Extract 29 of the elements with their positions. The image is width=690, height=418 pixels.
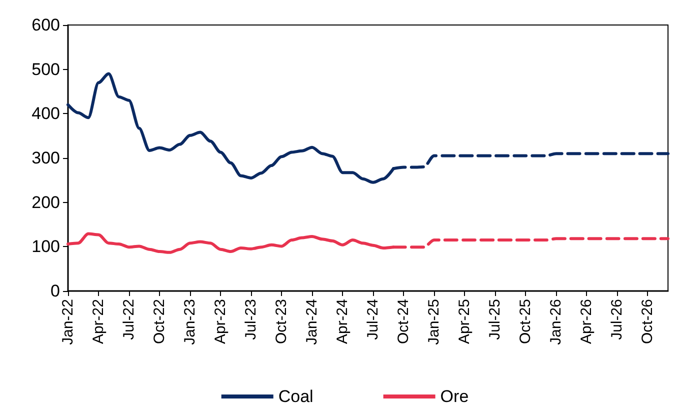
x-tick-label: Jan-22 [60,299,76,345]
x-tick-label: Apr-22 [90,299,108,344]
x-tick-label: Jan-24 [304,299,321,345]
legend-label: Ore [440,387,469,406]
x-tick-label: Oct-23 [273,299,290,344]
y-tick-label: 500 [32,60,60,79]
y-tick-label: 600 [32,16,60,34]
x-tick-label: Jul-23 [242,299,260,340]
y-tick-label: 0 [50,282,60,300]
x-tick-label: Jan-25 [426,299,443,345]
x-tick-label: Jul-25 [486,299,504,340]
x-tick-label: Apr-23 [212,299,230,344]
y-tick-label: 300 [32,148,60,168]
x-tick-label: Jul-24 [364,299,382,340]
y-tick-label: 100 [32,237,60,256]
x-tick-label: Oct-25 [517,299,534,344]
x-tick-label: Jul-22 [120,299,138,340]
x-tick-label: Apr-24 [334,299,352,344]
x-tick-label: Oct-24 [395,299,412,344]
x-tick-label: Oct-26 [639,299,656,344]
y-tick-label: 400 [32,104,60,124]
x-tick-label: Apr-25 [456,299,474,344]
x-tick-label: Jan-23 [182,299,199,345]
legend-label: Coal [278,387,314,406]
x-tick-label: Jul-26 [608,299,626,340]
x-tick-label: Apr-26 [578,299,596,344]
x-tick-label: Jan-26 [548,299,565,345]
y-tick-label: 200 [32,192,60,212]
x-tick-label: Oct-22 [151,299,168,344]
